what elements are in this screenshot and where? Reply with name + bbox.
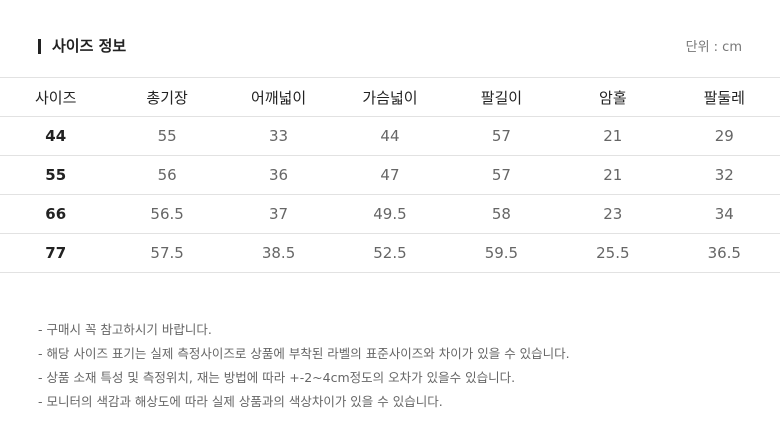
size-cell: 44 [0,116,112,156]
size-cell: 55 [0,155,112,195]
table-cell: 47 [334,155,446,195]
table-cell: 59.5 [445,233,558,273]
table-cell: 58 [445,194,558,234]
note: - 해당 사이즈 표기는 실제 측정사이즈로 상품에 부착된 라벨의 표준사이즈… [38,346,570,361]
table-cell: 38.5 [222,233,335,273]
table-cell: 57 [445,116,558,156]
table-row: 66 56.5 37 49.5 58 23 34 [0,194,780,234]
table-cell: 55 [111,116,223,156]
table-cell: 33 [222,116,335,156]
note: - 상품 소재 특성 및 측정위치, 재는 방법에 따라 +-2~4cm정도의 … [38,370,516,385]
column-header: 팔길이 [445,77,558,117]
table-cell: 56.5 [111,194,223,234]
table-cell: 21 [557,116,669,156]
table-cell: 23 [557,194,669,234]
table-cell: 44 [334,116,446,156]
column-header: 총기장 [111,77,223,117]
table-cell: 37 [222,194,335,234]
table-cell: 52.5 [334,233,446,273]
size-cell: 66 [0,194,112,234]
table-cell: 29 [668,116,780,156]
table-cell: 25.5 [557,233,669,273]
size-table: 사이즈 총기장 어깨넓이 가슴넓이 팔길이 암홀 팔둘레 44 55 33 44 57 21 29 55 5… [0,77,780,273]
notes: - 구매시 꼭 참고하시기 바랍니다. - 해당 사이즈 표기는 실제 측정사이즈… [38,320,570,416]
table-cell: 49.5 [334,194,446,234]
note: - 모니터의 색감과 해상도에 따라 실제 상품과의 색상차이가 있을 수 있습… [38,394,443,409]
table-cell: 57.5 [111,233,223,273]
title-bar [38,39,41,54]
column-header: 암홀 [557,77,669,117]
column-header: 가슴넓이 [334,77,446,117]
title: 사이즈 정보 [52,37,127,55]
table-cell: 57 [445,155,558,195]
unit: 단위 : cm [685,40,742,55]
table-row: 77 57.5 38.5 52.5 59.5 25.5 36.5 [0,233,780,273]
table-cell: 56 [111,155,223,195]
table-cell: 32 [668,155,780,195]
table-cell: 34 [668,194,780,234]
table-body: 44 55 33 44 57 21 29 55 56 36 47 57 21 32 66 56.5 37 49.5… [0,116,780,273]
header-row: 사이즈 총기장 어깨넓이 가슴넓이 팔길이 암홀 팔둘레 [0,77,780,117]
table-cell: 36 [222,155,335,195]
table-row: 55 56 36 47 57 21 32 [0,155,780,195]
column-header: 사이즈 [0,77,112,117]
table-row: 44 55 33 44 57 21 29 [0,116,780,156]
note: - 구매시 꼭 참고하시기 바랍니다. [38,322,212,337]
table-cell: 36.5 [668,233,780,273]
column-header: 어깨넓이 [222,77,335,117]
size-cell: 77 [0,233,112,273]
column-header: 팔둘레 [668,77,780,117]
table-cell: 21 [557,155,669,195]
